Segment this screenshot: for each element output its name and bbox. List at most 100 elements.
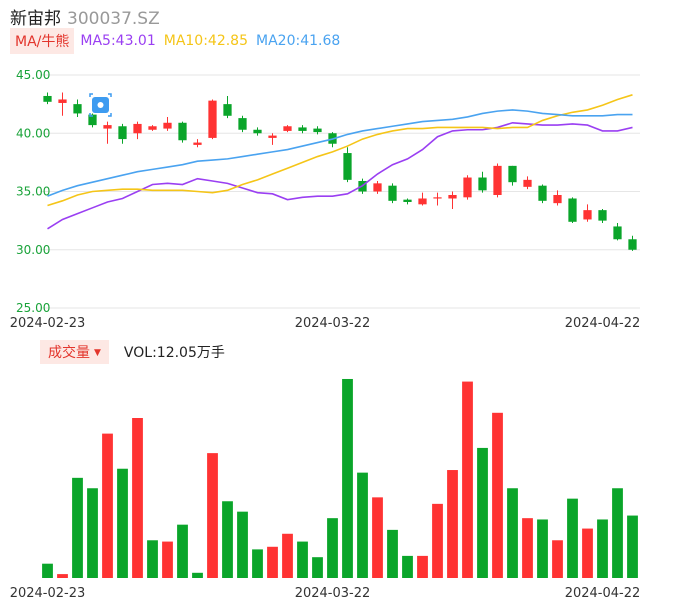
candle xyxy=(538,184,547,204)
volume-x-tick-label: 2024-04-22 xyxy=(565,586,641,601)
volume-value: VOL:12.05万手 xyxy=(123,345,225,361)
candle xyxy=(178,121,187,143)
candle xyxy=(478,171,487,193)
candle xyxy=(283,125,292,133)
candle-body xyxy=(148,126,157,130)
volume-bar xyxy=(417,555,428,578)
volume-bar xyxy=(537,519,548,578)
candle-body xyxy=(163,122,172,129)
candle xyxy=(193,139,202,148)
volume-bar xyxy=(297,541,308,578)
event-badge[interactable] xyxy=(89,93,112,117)
candle xyxy=(148,125,157,131)
volume-bar xyxy=(117,468,128,578)
moving-average-lines xyxy=(47,94,633,230)
volume-bar xyxy=(147,540,158,578)
candle xyxy=(343,147,352,183)
candle-body xyxy=(73,104,82,114)
volume-bar xyxy=(507,488,518,578)
volume-bar xyxy=(522,518,533,578)
ma-indicator-button[interactable]: MA/牛熊 xyxy=(10,28,75,54)
volume-bar xyxy=(57,574,68,578)
volume-bar xyxy=(342,378,353,578)
volume-bar xyxy=(567,498,578,578)
candle xyxy=(583,204,592,222)
volume-legend: 成交量 ▼ VOL:12.05万手 xyxy=(40,340,225,364)
ma5-legend: MA5:43.01 xyxy=(80,33,156,49)
y-tick-label: 35.00 xyxy=(16,185,50,199)
volume-bar xyxy=(72,477,83,578)
candle-body xyxy=(208,100,217,138)
volume-bar xyxy=(477,447,488,578)
volume-indicator-label: 成交量 xyxy=(48,345,90,361)
candle-body xyxy=(373,183,382,192)
ma10-legend: MA10:42.85 xyxy=(163,33,249,49)
candle xyxy=(208,99,217,140)
candle-body xyxy=(223,104,232,116)
candle xyxy=(163,116,172,131)
stock-code: 300037.SZ xyxy=(67,9,160,29)
event-badge-corners xyxy=(89,93,112,117)
volume-bar xyxy=(252,549,263,578)
volume-bar xyxy=(387,529,398,578)
price-axis-labels: 45.00 40.00 35.00 30.00 25.00 xyxy=(16,68,50,315)
volume-bar xyxy=(627,515,638,578)
volume-bar xyxy=(582,528,593,578)
candle xyxy=(133,121,142,140)
candle xyxy=(298,125,307,134)
volume-bar xyxy=(282,533,293,578)
volume-bar xyxy=(462,381,473,578)
candle xyxy=(253,127,262,136)
y-tick-label: 45.00 xyxy=(16,68,50,82)
candle xyxy=(313,126,322,135)
candle-body xyxy=(313,128,322,133)
candle-body xyxy=(463,177,472,198)
candle xyxy=(373,181,382,194)
x-tick-label: 2024-03-22 xyxy=(295,316,371,331)
candle xyxy=(493,163,502,198)
candle xyxy=(463,175,472,200)
candlestick-series xyxy=(43,92,637,251)
candle-body xyxy=(508,165,517,183)
volume-bar xyxy=(162,541,173,578)
candle-body xyxy=(538,185,547,201)
candle-body xyxy=(613,226,622,240)
candle xyxy=(238,115,247,133)
candle xyxy=(118,123,127,144)
candle xyxy=(388,183,397,204)
candle-body xyxy=(103,125,112,129)
volume-bar xyxy=(312,557,323,578)
ma20-legend: MA20:41.68 xyxy=(256,33,341,49)
candle-body xyxy=(238,118,247,130)
candle xyxy=(508,165,517,186)
candle-body xyxy=(418,198,427,205)
volume-bar xyxy=(402,555,413,578)
candle xyxy=(598,208,607,223)
candle-body xyxy=(343,153,352,180)
event-badge-icon xyxy=(97,102,104,108)
volume-bar xyxy=(597,519,608,578)
volume-bar xyxy=(42,563,53,578)
candle xyxy=(628,235,637,251)
ma10-line xyxy=(47,94,633,207)
volume-bar xyxy=(102,433,113,578)
candle xyxy=(448,191,457,209)
volume-bar xyxy=(192,572,203,578)
candle xyxy=(418,192,427,206)
candle-body xyxy=(568,198,577,222)
y-tick-label: 25.00 xyxy=(16,301,50,315)
candle xyxy=(613,222,622,241)
candle xyxy=(268,133,277,145)
stock-title: 新宙邦 300037.SZ xyxy=(10,4,160,29)
candle-body xyxy=(598,210,607,221)
candle-body xyxy=(583,210,592,220)
y-tick-label: 30.00 xyxy=(16,243,50,257)
y-tick-label: 40.00 xyxy=(16,126,50,140)
volume-indicator-button[interactable]: 成交量 ▼ xyxy=(40,340,109,364)
candle-body xyxy=(43,95,52,102)
ma-legend: MA/牛熊 MA5:43.01 MA10:42.85 MA20:41.68 xyxy=(10,28,348,54)
candle xyxy=(58,92,67,116)
stock-name: 新宙邦 xyxy=(10,9,61,29)
volume-bar xyxy=(132,418,143,578)
